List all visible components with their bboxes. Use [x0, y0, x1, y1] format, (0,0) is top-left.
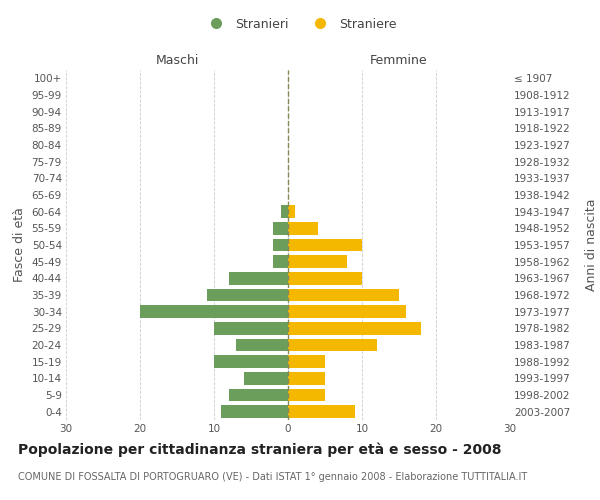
- Text: COMUNE DI FOSSALTA DI PORTOGRUARO (VE) - Dati ISTAT 1° gennaio 2008 - Elaborazio: COMUNE DI FOSSALTA DI PORTOGRUARO (VE) -…: [18, 472, 527, 482]
- Text: Popolazione per cittadinanza straniera per età e sesso - 2008: Popolazione per cittadinanza straniera p…: [18, 442, 502, 457]
- Bar: [273, 222, 288, 234]
- Bar: [221, 406, 288, 418]
- Bar: [288, 206, 295, 218]
- Bar: [288, 322, 421, 334]
- Bar: [288, 222, 317, 234]
- Bar: [288, 406, 355, 418]
- Bar: [214, 356, 288, 368]
- Y-axis label: Fasce di età: Fasce di età: [13, 208, 26, 282]
- Bar: [281, 206, 288, 218]
- Bar: [273, 239, 288, 251]
- Text: Femmine: Femmine: [370, 54, 428, 66]
- Bar: [288, 272, 362, 284]
- Bar: [288, 256, 347, 268]
- Text: Maschi: Maschi: [155, 54, 199, 66]
- Bar: [288, 356, 325, 368]
- Legend: Stranieri, Straniere: Stranieri, Straniere: [197, 11, 403, 37]
- Bar: [229, 389, 288, 401]
- Bar: [140, 306, 288, 318]
- Bar: [206, 289, 288, 301]
- Y-axis label: Anni di nascita: Anni di nascita: [585, 198, 598, 291]
- Bar: [288, 289, 399, 301]
- Bar: [288, 239, 362, 251]
- Bar: [288, 306, 406, 318]
- Bar: [288, 372, 325, 384]
- Bar: [273, 256, 288, 268]
- Bar: [244, 372, 288, 384]
- Bar: [288, 389, 325, 401]
- Bar: [236, 339, 288, 351]
- Bar: [214, 322, 288, 334]
- Bar: [229, 272, 288, 284]
- Bar: [288, 339, 377, 351]
